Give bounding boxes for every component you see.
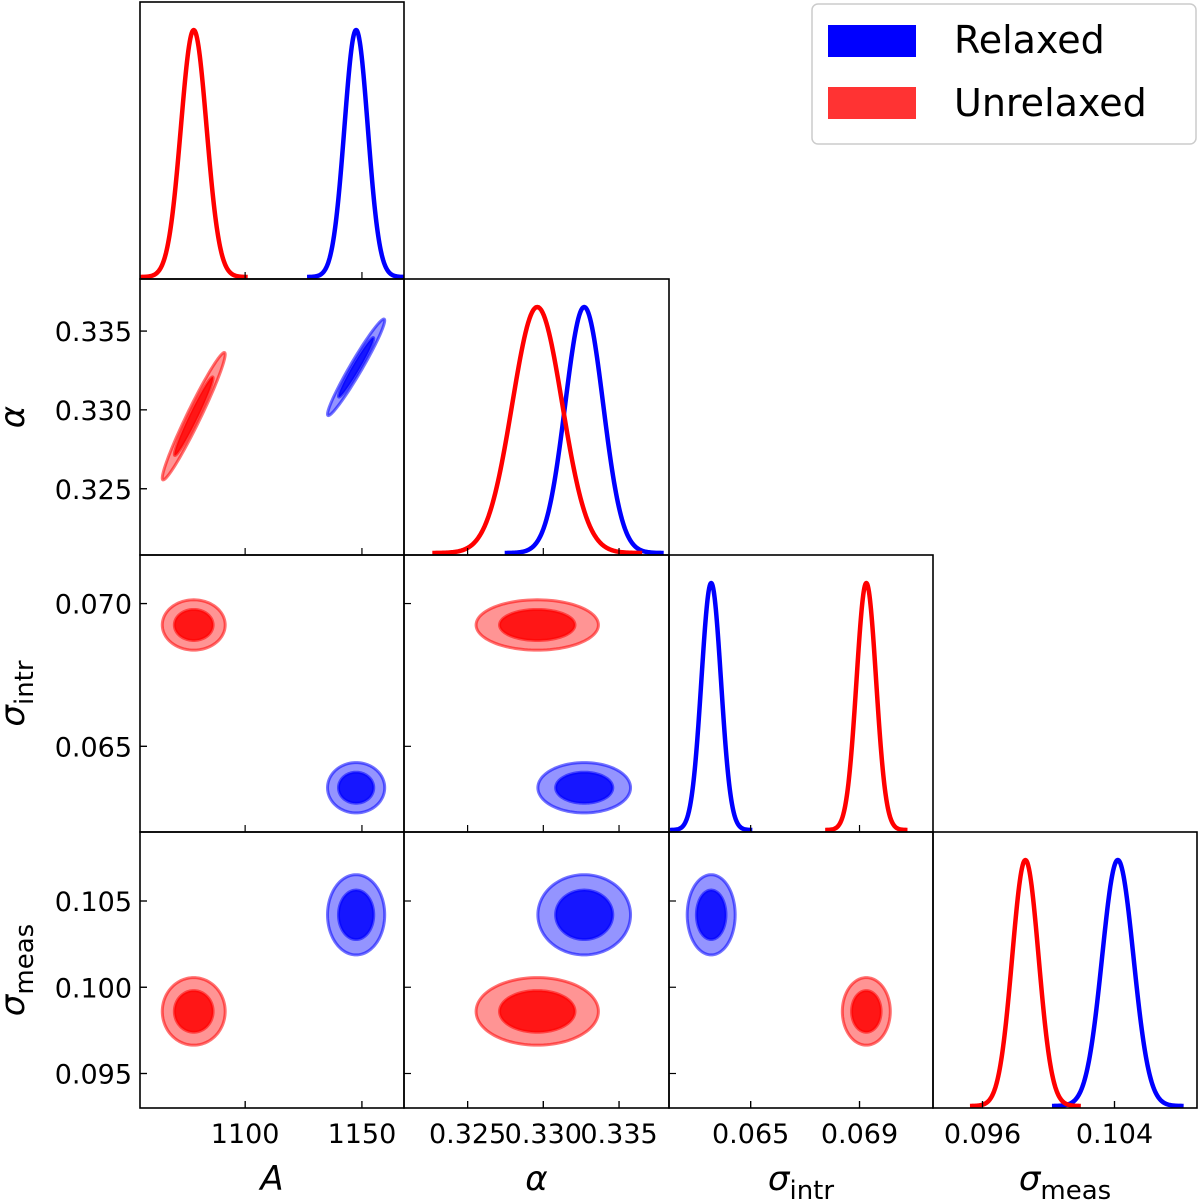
x-axis-label-alpha: α	[525, 1159, 547, 1199]
density-curve-unrelaxed-sigma_meas	[968, 857, 1083, 1108]
contour-68-relaxed-sigma_intr-sigma_meas	[694, 888, 728, 942]
panel-sigma_meas-vs-alpha	[474, 873, 633, 1047]
y-axis-sigma_meas-label-2: 0.105	[55, 887, 132, 918]
y-axis-alpha-label-2: 0.335	[55, 317, 132, 348]
density-curve-relaxed-alpha	[503, 304, 665, 555]
panel-alpha-vs-A	[160, 317, 387, 482]
x-axis-label-sigma_intr: σintr	[768, 1159, 834, 1202]
density-curve-unrelaxed-A	[140, 27, 250, 279]
frame-sigma_meas-sigma_intr	[668, 831, 934, 1109]
panel-sigma_meas-vs-sigma_intr	[685, 873, 892, 1047]
x-axis-A-label-0: 1100	[211, 1119, 280, 1150]
x-axis-alpha-label-1: 0.330	[505, 1119, 582, 1150]
x-axis-sigma_intr-label-1: 0.069	[821, 1119, 898, 1150]
density-curve-relaxed-A	[305, 27, 404, 279]
y-axis-alpha-label-0: 0.325	[55, 475, 132, 506]
panel-sigma_meas-vs-sigma_meas	[968, 857, 1186, 1108]
y-axis-label-alpha: α	[0, 406, 33, 428]
legend-label-unrelaxed: Unrelaxed	[954, 81, 1147, 125]
contour-68-unrelaxed-alpha-sigma_intr	[498, 607, 577, 642]
x-axis-sigma_meas-label-0: 0.096	[944, 1119, 1021, 1150]
legend: Relaxed Unrelaxed	[811, 3, 1197, 145]
panel-sigma_intr-vs-sigma_intr	[669, 580, 910, 832]
x-axis-label-A: A	[258, 1159, 283, 1199]
y-axis-label-sigma_intr: σintr	[0, 660, 40, 726]
frame-sigma_meas-sigma_meas	[932, 831, 1198, 1109]
density-curve-relaxed-sigma_meas	[1050, 857, 1186, 1108]
frame-alpha-A	[139, 278, 405, 556]
density-curve-unrelaxed-alpha	[431, 304, 644, 555]
contour-68-unrelaxed-sigma_intr-sigma_meas	[850, 989, 883, 1034]
x-axis-label-sigma_meas: σmeas	[1019, 1159, 1111, 1202]
x-axis-alpha-label-0: 0.325	[429, 1119, 506, 1150]
contour-68-relaxed-alpha-sigma_meas	[554, 888, 615, 942]
y-axis-sigma_intr-label-1: 0.070	[55, 590, 132, 621]
legend-label-relaxed: Relaxed	[954, 18, 1105, 62]
contour-68-relaxed-A-sigma_intr	[336, 770, 376, 805]
x-axis-A-label-1: 1150	[328, 1119, 397, 1150]
contour-68-unrelaxed-A-alpha	[172, 375, 215, 458]
y-axis-sigma_intr-label-0: 0.065	[55, 732, 132, 763]
panel-alpha-vs-alpha	[431, 304, 665, 555]
x-axis-sigma_intr-label-0: 0.065	[712, 1119, 789, 1150]
panel-sigma_meas-vs-A	[160, 873, 387, 1047]
frame-sigma_meas-alpha	[403, 831, 670, 1109]
y-axis-alpha-label-1: 0.330	[55, 396, 132, 427]
y-axis-label-sigma_meas: σmeas	[0, 924, 40, 1016]
x-axis-sigma_meas-label-1: 0.104	[1076, 1119, 1153, 1150]
contour-68-relaxed-alpha-sigma_intr	[554, 770, 615, 805]
contour-68-relaxed-A-alpha	[336, 336, 376, 399]
contour-68-unrelaxed-A-sigma_intr	[172, 607, 215, 642]
frame-alpha-alpha	[403, 278, 670, 556]
x-axis-alpha-label-2: 0.335	[580, 1119, 657, 1150]
panel-sigma_intr-vs-alpha	[474, 598, 633, 815]
contour-68-unrelaxed-alpha-sigma_meas	[498, 989, 577, 1034]
frame-sigma_meas-A	[139, 831, 405, 1109]
panel-A-vs-A	[140, 27, 404, 279]
legend-swatch-unrelaxed	[828, 87, 916, 119]
contour-68-unrelaxed-A-sigma_meas	[172, 989, 215, 1034]
legend-swatch-relaxed	[828, 25, 916, 57]
density-curve-unrelaxed-sigma_intr	[823, 580, 910, 832]
density-curve-relaxed-sigma_intr	[669, 580, 755, 832]
panel-sigma_intr-vs-A	[160, 598, 387, 815]
y-axis-sigma_meas-label-1: 0.100	[55, 973, 132, 1004]
y-axis-sigma_meas-label-0: 0.095	[55, 1060, 132, 1091]
contour-68-relaxed-A-sigma_meas	[336, 888, 376, 942]
